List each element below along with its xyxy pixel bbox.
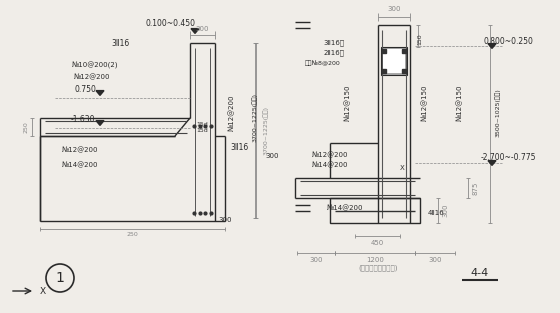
Text: №12@200: №12@200 xyxy=(311,152,348,158)
Polygon shape xyxy=(488,44,496,49)
Text: 0.100~0.450: 0.100~0.450 xyxy=(145,19,195,28)
Text: 3Ⅱ16: 3Ⅱ16 xyxy=(112,38,130,48)
Text: №14@200: №14@200 xyxy=(311,162,348,168)
Text: 300: 300 xyxy=(196,26,209,32)
Text: 300: 300 xyxy=(265,153,279,159)
Polygon shape xyxy=(488,161,496,165)
Text: 3Ⅱ16栖: 3Ⅱ16栖 xyxy=(324,40,345,46)
Text: №12@150: №12@150 xyxy=(457,85,463,121)
Polygon shape xyxy=(191,28,199,33)
Text: X: X xyxy=(40,286,46,295)
Text: 4Ⅱ16: 4Ⅱ16 xyxy=(428,210,445,216)
Text: №12@200: №12@200 xyxy=(62,147,98,153)
Text: -1.630: -1.630 xyxy=(71,115,95,124)
Text: 250: 250 xyxy=(24,121,29,133)
Text: 300: 300 xyxy=(309,257,323,263)
Text: 1: 1 xyxy=(55,271,64,285)
Text: 300: 300 xyxy=(218,217,232,223)
Text: 3700~1225(随层): 3700~1225(随层) xyxy=(263,106,269,155)
Text: 1200: 1200 xyxy=(366,257,384,263)
Text: №12@200: №12@200 xyxy=(73,74,110,80)
Text: 4-4: 4-4 xyxy=(471,268,489,278)
Text: 0.750: 0.750 xyxy=(74,85,96,94)
Polygon shape xyxy=(96,121,104,126)
Text: 15d: 15d xyxy=(196,127,208,132)
Text: 3500~1025(随层): 3500~1025(随层) xyxy=(495,89,501,137)
Text: 2Ⅱ16栖: 2Ⅱ16栖 xyxy=(324,50,345,56)
Bar xyxy=(381,47,407,75)
Polygon shape xyxy=(96,90,104,95)
Text: 300: 300 xyxy=(428,257,442,263)
Text: 300: 300 xyxy=(388,6,401,12)
Text: 3700~1225(随层): 3700~1225(随层) xyxy=(252,94,258,142)
Text: 875: 875 xyxy=(472,181,478,195)
Bar xyxy=(383,49,405,73)
Bar xyxy=(330,198,420,223)
Text: X: X xyxy=(400,165,404,171)
Text: 3Ⅱ16: 3Ⅱ16 xyxy=(230,143,248,152)
Text: 15d: 15d xyxy=(196,121,208,126)
Text: 拉间№8@200: 拉间№8@200 xyxy=(304,60,340,66)
Text: -2.700~-0.775: -2.700~-0.775 xyxy=(480,153,536,162)
Text: 300: 300 xyxy=(442,204,448,217)
Text: (配筋居中标注尺寸): (配筋居中标注尺寸) xyxy=(358,265,398,271)
Text: №12@200: №12@200 xyxy=(228,95,235,131)
Text: №10@200(2): №10@200(2) xyxy=(72,61,118,69)
Text: 150: 150 xyxy=(418,33,422,45)
Text: 250: 250 xyxy=(127,233,138,238)
Text: 450: 450 xyxy=(371,240,384,246)
Text: №14@200: №14@200 xyxy=(326,205,363,211)
Text: №14@200: №14@200 xyxy=(62,162,98,168)
Text: 0.800~0.250: 0.800~0.250 xyxy=(483,37,533,45)
Text: №12@150: №12@150 xyxy=(345,85,351,121)
Text: №12@150: №12@150 xyxy=(422,85,428,121)
